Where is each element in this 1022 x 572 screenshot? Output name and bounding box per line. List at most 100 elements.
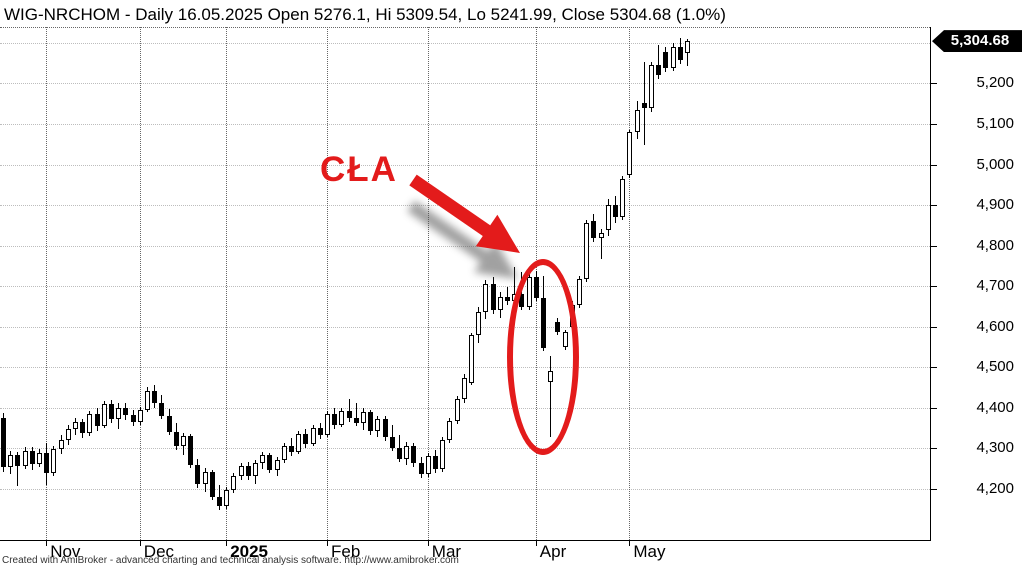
x-axis-label: Nov xyxy=(50,542,81,561)
x-axis-label: May xyxy=(633,542,666,561)
candle-body xyxy=(397,448,402,459)
y-axis-tick xyxy=(930,326,937,328)
y-axis-tick xyxy=(930,448,937,450)
candle-body xyxy=(325,413,330,436)
last-price-value: 5,304.68 xyxy=(950,32,1010,50)
month-gridline xyxy=(629,27,631,540)
candle-body xyxy=(649,64,654,108)
candle-body xyxy=(116,407,121,419)
candle-body xyxy=(584,223,589,279)
month-tick xyxy=(535,540,537,546)
candle-body xyxy=(440,439,445,470)
candle-body xyxy=(131,414,136,423)
candle-body xyxy=(44,452,49,474)
candle-body xyxy=(23,451,28,466)
candle-body xyxy=(253,463,258,477)
candle-wick xyxy=(349,399,350,422)
candle-body xyxy=(109,404,114,419)
candle-body xyxy=(505,297,510,302)
y-axis-label: 5,000 xyxy=(976,155,1014,173)
month-tick xyxy=(327,540,328,546)
price-gridline xyxy=(0,164,930,166)
candle-body xyxy=(73,421,78,429)
candle-body xyxy=(447,420,452,440)
y-axis-label: 5,200 xyxy=(976,74,1014,92)
candle-body xyxy=(620,179,625,218)
candle-body xyxy=(476,312,481,336)
y-axis-tick xyxy=(930,83,937,85)
candle-body xyxy=(426,456,431,475)
candle-body xyxy=(138,409,143,423)
y-axis-label: 4,400 xyxy=(976,398,1014,416)
candle-body xyxy=(282,446,287,461)
y-axis-label: 4,900 xyxy=(976,196,1014,213)
candle-body xyxy=(627,132,632,175)
last-price-badge: 5,304.68 xyxy=(932,30,1022,53)
candle-body xyxy=(246,466,251,477)
candle-body xyxy=(203,471,208,484)
candle-body xyxy=(1,417,6,468)
candle-body xyxy=(123,407,128,415)
footer-credit: Created with AmiBroker - advanced charti… xyxy=(2,555,459,566)
candle-body xyxy=(188,435,193,466)
candle-body xyxy=(368,411,373,432)
y-axis-tick xyxy=(930,245,937,247)
candle-body xyxy=(239,466,244,477)
candle-wick xyxy=(17,452,18,487)
candle-body xyxy=(174,431,179,447)
month-tick xyxy=(46,540,48,546)
candle-body xyxy=(685,41,690,53)
price-gridline xyxy=(0,448,930,450)
y-axis-label: 4,700 xyxy=(976,277,1014,295)
candle-body xyxy=(383,418,388,437)
candle-body xyxy=(296,433,301,453)
candle-wick xyxy=(356,403,357,426)
candle-body xyxy=(59,439,64,449)
candle-body xyxy=(145,390,150,410)
candle-wick xyxy=(687,39,688,67)
arrow-red xyxy=(409,174,520,253)
month-gridline xyxy=(46,27,48,540)
y-axis-tick xyxy=(930,164,937,166)
price-gridline xyxy=(0,326,930,328)
y-axis-tick xyxy=(930,407,937,409)
candle-body xyxy=(231,476,236,491)
candle-body xyxy=(210,471,215,497)
candle-body xyxy=(663,51,668,69)
candle-body xyxy=(159,403,164,416)
candle-body xyxy=(260,455,265,464)
candle-body xyxy=(635,109,640,133)
candle-body xyxy=(102,404,107,427)
chart-title: WIG-NRCHOM - Daily 16.05.2025 Open 5276.… xyxy=(4,5,726,24)
y-axis-label: 5,100 xyxy=(976,115,1014,132)
price-gridline xyxy=(0,367,930,369)
candle-body xyxy=(195,465,200,484)
candle-body xyxy=(390,436,395,449)
candle-wick xyxy=(507,286,508,306)
candle-body xyxy=(15,455,20,466)
month-tick xyxy=(629,540,631,546)
candle-body xyxy=(332,413,337,425)
candle-body xyxy=(671,47,676,69)
candle-body xyxy=(678,47,683,60)
candle-body xyxy=(267,455,272,470)
candle-body xyxy=(167,415,172,432)
x-axis-label: Apr xyxy=(539,542,567,561)
x-axis-line xyxy=(0,540,931,541)
candle-body xyxy=(433,456,438,470)
y-axis-tick xyxy=(930,205,937,206)
candle-body xyxy=(577,278,582,305)
cla-label: CŁA xyxy=(320,150,398,189)
candle-body xyxy=(483,284,488,313)
candle-body xyxy=(339,410,344,425)
candle-wick xyxy=(601,229,602,260)
candle-body xyxy=(289,446,294,453)
month-tick xyxy=(427,540,429,546)
candle-body xyxy=(224,490,229,507)
candle-body xyxy=(217,496,222,507)
y-axis-label: 4,200 xyxy=(976,479,1014,497)
candle-body xyxy=(606,205,611,231)
price-gridline xyxy=(0,407,930,409)
